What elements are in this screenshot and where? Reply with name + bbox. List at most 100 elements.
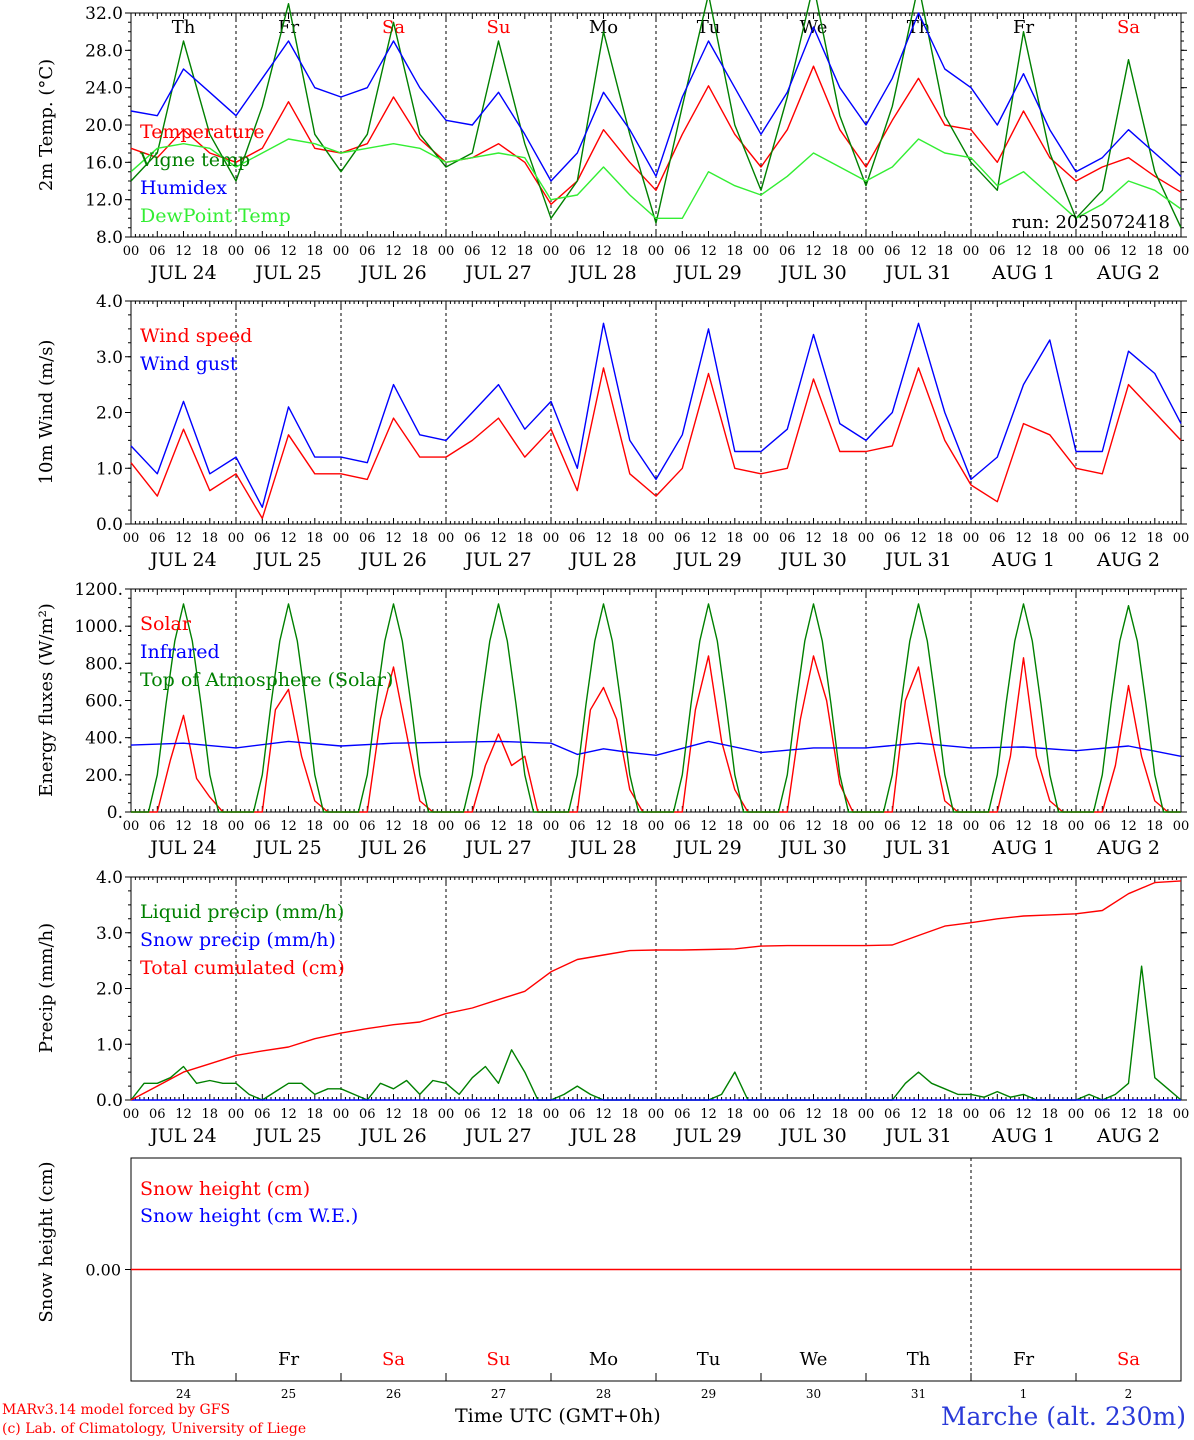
legend-entry: Humidex bbox=[140, 177, 227, 199]
day-number-label: 31 bbox=[911, 1387, 926, 1401]
x-axis-title: Time UTC (GMT+0h) bbox=[455, 1405, 661, 1427]
y-tick-label: 16.0 bbox=[85, 153, 123, 173]
y-axis-label: Precip (mm/h) bbox=[36, 923, 57, 1053]
day-name-label: Su bbox=[487, 17, 511, 38]
x-minor-ticks bbox=[130, 301, 1182, 524]
y-tick-label: 4.0 bbox=[96, 868, 123, 888]
hour-tick-label: 18 bbox=[831, 819, 848, 834]
hour-tick-label: 18 bbox=[411, 531, 428, 546]
day-name-label: Fr bbox=[278, 1349, 299, 1370]
day-number-label: 30 bbox=[806, 1387, 821, 1401]
date-label: JUL 28 bbox=[568, 549, 636, 571]
hour-tick-label: 06 bbox=[779, 819, 796, 834]
hour-tick-label: 18 bbox=[306, 531, 323, 546]
y-tick-label: 3.0 bbox=[96, 924, 123, 944]
date-label: JUL 24 bbox=[148, 549, 216, 571]
hour-tick-label: 18 bbox=[516, 531, 533, 546]
hour-tick-label: 00 bbox=[1068, 819, 1085, 834]
hour-tick-label: 18 bbox=[621, 244, 638, 259]
hour-tick-label: 12 bbox=[805, 819, 822, 834]
hour-tick-label: 18 bbox=[201, 1107, 218, 1122]
legend-entry: Wind gust bbox=[140, 353, 238, 375]
hour-tick-label: 06 bbox=[254, 1107, 271, 1122]
hour-tick-label: 06 bbox=[464, 819, 481, 834]
hour-tick-label: 00 bbox=[858, 819, 875, 834]
date-label: JUL 31 bbox=[883, 1125, 951, 1147]
date-label: JUL 29 bbox=[673, 262, 741, 284]
hour-tick-label: 18 bbox=[936, 819, 953, 834]
hour-tick-label: 18 bbox=[936, 1107, 953, 1122]
date-label: JUL 31 bbox=[883, 549, 951, 571]
y-tick-label: 0.00 bbox=[85, 1261, 121, 1280]
y-tick-label: 12.0 bbox=[85, 191, 123, 211]
hour-tick-label: 18 bbox=[1146, 244, 1163, 259]
hour-tick-label: 12 bbox=[910, 819, 927, 834]
day-number-label: 24 bbox=[176, 1387, 192, 1401]
hour-tick-label: 06 bbox=[674, 244, 691, 259]
y-tick-label: 400. bbox=[85, 729, 123, 749]
hour-tick-label: 06 bbox=[884, 244, 901, 259]
hour-tick-label: 06 bbox=[884, 819, 901, 834]
hour-tick-label: 18 bbox=[726, 244, 743, 259]
hour-tick-label: 18 bbox=[621, 531, 638, 546]
y-tick-label: 24.0 bbox=[85, 79, 123, 99]
legend-entry: Total cumulated (cm) bbox=[140, 957, 345, 979]
hour-tick-label: 12 bbox=[175, 1107, 192, 1122]
hour-tick-label: 12 bbox=[700, 819, 717, 834]
date-label: JUL 27 bbox=[463, 837, 531, 859]
date-label: JUL 26 bbox=[358, 262, 426, 284]
hour-tick-label: 12 bbox=[175, 819, 192, 834]
series-line-blue bbox=[130, 322, 1182, 508]
hour-tick-label: 12 bbox=[175, 531, 192, 546]
day-name-label: Th bbox=[907, 17, 931, 38]
hour-tick-label: 18 bbox=[1041, 1107, 1058, 1122]
hour-tick-label: 12 bbox=[1015, 244, 1032, 259]
hour-tick-label: 18 bbox=[411, 1107, 428, 1122]
legend-entry: Solar bbox=[140, 613, 192, 635]
day-name-label: Fr bbox=[1013, 1349, 1034, 1370]
hour-tick-label: 06 bbox=[569, 244, 586, 259]
hour-tick-label: 00 bbox=[123, 1107, 140, 1122]
hour-tick-label: 00 bbox=[123, 531, 140, 546]
hour-tick-label: 12 bbox=[1120, 531, 1137, 546]
hour-tick-label: 12 bbox=[805, 531, 822, 546]
date-label: JUL 25 bbox=[253, 549, 321, 571]
hour-tick-label: 18 bbox=[621, 1107, 638, 1122]
hour-tick-label: 00 bbox=[753, 531, 770, 546]
hour-tick-label: 12 bbox=[1120, 819, 1137, 834]
hour-tick-label: 18 bbox=[201, 531, 218, 546]
hour-tick-label: 06 bbox=[989, 1107, 1006, 1122]
hour-tick-label: 00 bbox=[228, 819, 245, 834]
hour-tick-label: 18 bbox=[831, 244, 848, 259]
hour-tick-label: 00 bbox=[228, 244, 245, 259]
hour-tick-label: 12 bbox=[700, 244, 717, 259]
hour-tick-label: 06 bbox=[1094, 819, 1111, 834]
x-minor-ticks bbox=[130, 589, 1182, 812]
hour-tick-label: 18 bbox=[1041, 531, 1058, 546]
y-tick-label: 28.0 bbox=[85, 41, 123, 61]
date-label: AUG 1 bbox=[991, 262, 1055, 284]
panel-frame bbox=[130, 12, 1182, 238]
hour-tick-label: 00 bbox=[963, 244, 980, 259]
hour-tick-label: 12 bbox=[280, 244, 297, 259]
hour-tick-label: 00 bbox=[858, 531, 875, 546]
hour-tick-label: 00 bbox=[543, 1107, 560, 1122]
date-label: JUL 30 bbox=[778, 549, 846, 571]
hour-tick-label: 18 bbox=[411, 819, 428, 834]
hour-tick-label: 06 bbox=[779, 1107, 796, 1122]
date-label: AUG 2 bbox=[1096, 1125, 1160, 1147]
hour-tick-label: 18 bbox=[936, 244, 953, 259]
y-minor-ticks bbox=[128, 12, 1184, 238]
hour-tick-label: 12 bbox=[595, 244, 612, 259]
hour-tick-label: 18 bbox=[1146, 1107, 1163, 1122]
hour-tick-label: 00 bbox=[1068, 244, 1085, 259]
legend-entry: Liquid precip (mm/h) bbox=[140, 901, 344, 923]
hour-tick-label: 12 bbox=[910, 1107, 927, 1122]
hour-tick-label: 12 bbox=[595, 819, 612, 834]
series-line-blue bbox=[130, 740, 1182, 757]
day-name-label: Mo bbox=[589, 1349, 618, 1370]
panel-frame bbox=[130, 300, 1182, 525]
y-tick-label: 0.0 bbox=[96, 1091, 123, 1111]
hour-tick-label: 12 bbox=[1015, 1107, 1032, 1122]
hour-tick-label: 12 bbox=[910, 244, 927, 259]
